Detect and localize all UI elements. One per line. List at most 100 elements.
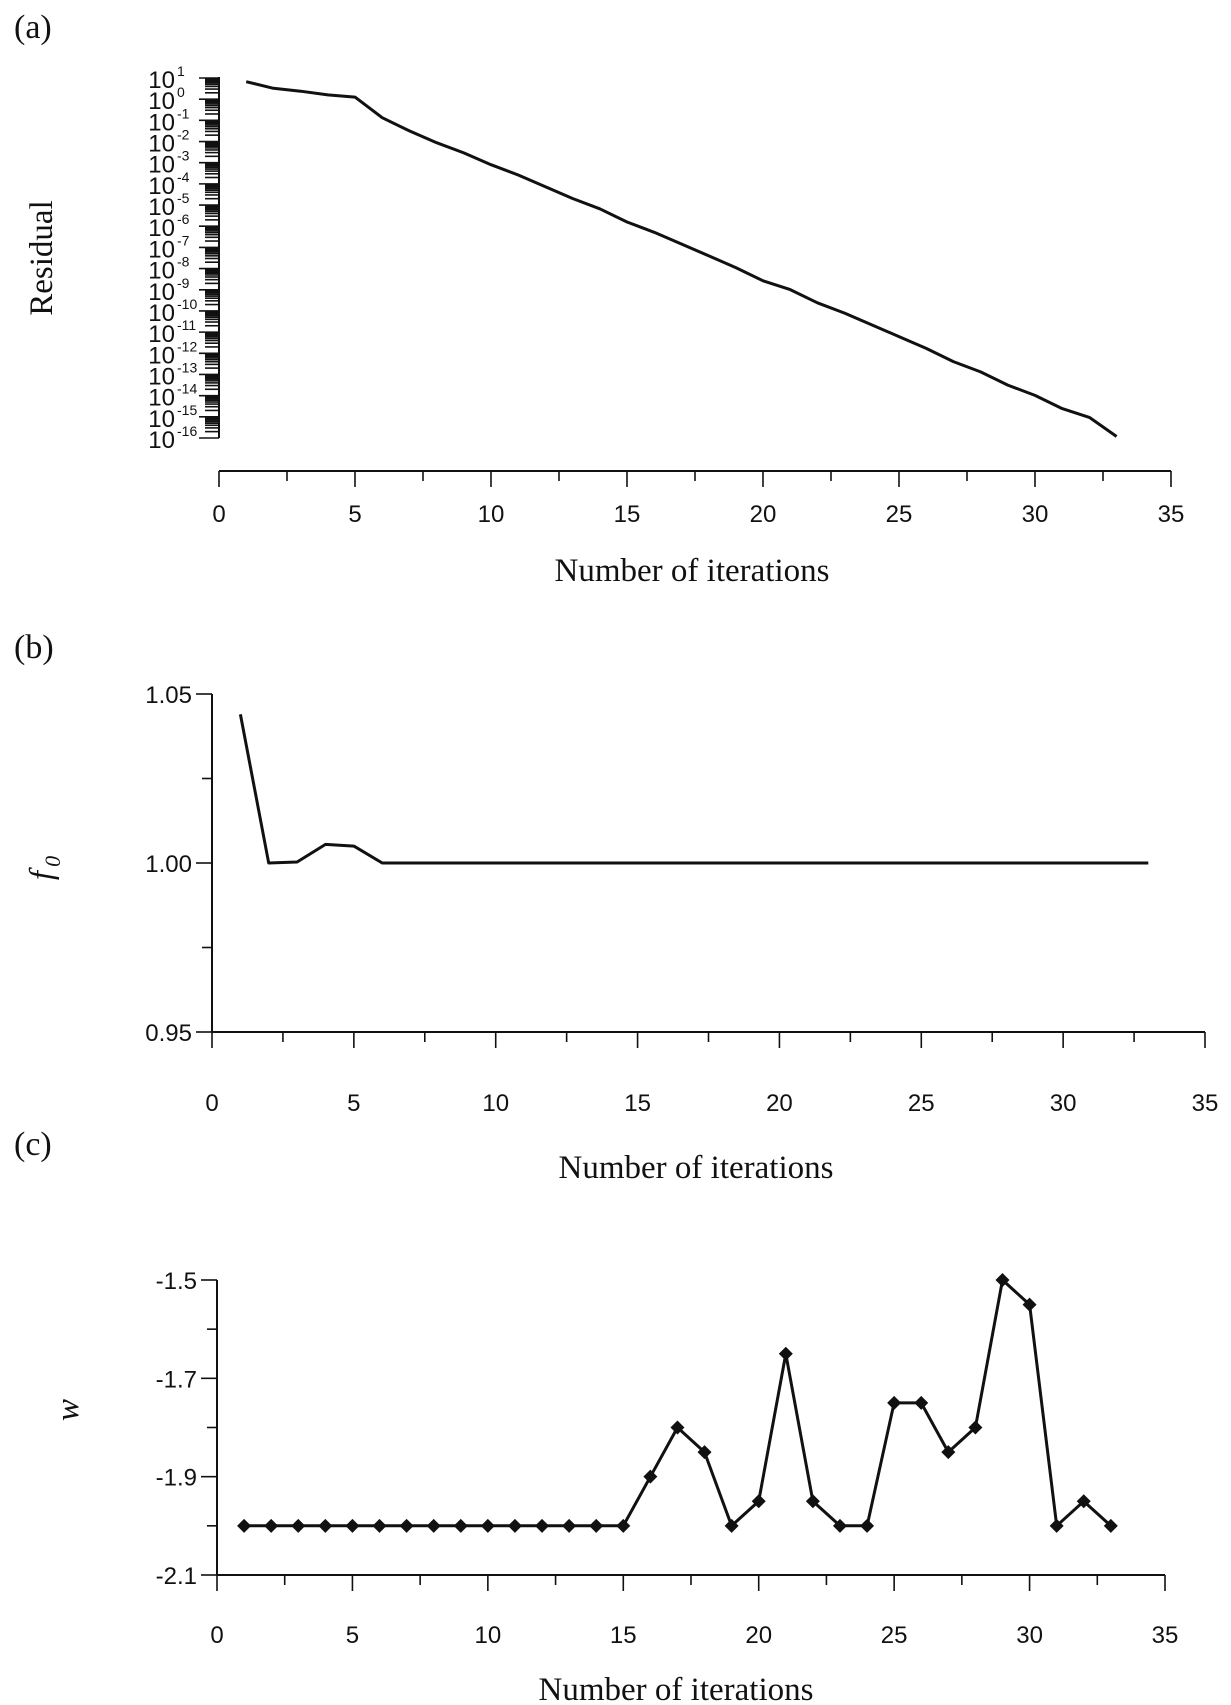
panel-a-axes	[218, 77, 1171, 472]
panel-a-label: (a)	[14, 9, 52, 46]
panel-a-residual-line	[245, 80, 1118, 438]
panel-c-x-tick-label: 15	[610, 1622, 637, 1649]
panel-c-diamond-marker	[860, 1518, 875, 1533]
panel-b-x-tick-label: 35	[1192, 1090, 1219, 1117]
panel-c-diamond-marker	[237, 1518, 252, 1533]
panel-a-y-tick-label: 10	[148, 342, 175, 369]
panel-c-diamond-marker	[832, 1518, 847, 1533]
panel-a-y-tick-base: 10	[148, 215, 175, 242]
panel-c-markers	[237, 1273, 1118, 1533]
panel-a-y-tick-label: 10	[148, 406, 175, 433]
panel-b-x-tick-label: 25	[908, 1090, 935, 1117]
panel-b-y-tick-label: 0.95	[145, 1020, 192, 1047]
panel-c-y-tick-label: -2.1	[156, 1563, 197, 1590]
panel-a-x-tick-label: 5	[348, 501, 361, 528]
panel-a-x-tick-label: 15	[614, 501, 641, 528]
panel-a-y-tick-base: 10	[148, 279, 175, 306]
panel-c-diamond-marker	[724, 1518, 739, 1533]
panel-c-diamond-marker	[941, 1445, 956, 1460]
panel-a-y-tick-label: 10	[148, 236, 175, 263]
panel-a-y-tick-exponent: -16	[177, 423, 197, 439]
panel-a-y-tick-label: 10	[148, 258, 175, 285]
panel-c-diamond-marker	[562, 1518, 577, 1533]
panel-c-diamond-marker	[426, 1518, 441, 1533]
panel-a-y-tick-base: 10	[148, 131, 175, 158]
panel-b-x-tick-label: 5	[347, 1090, 360, 1117]
panel-a-y-tick-base: 10	[148, 321, 175, 348]
panel-c-y-tick-label: -1.7	[156, 1366, 197, 1393]
panel-a-series	[245, 80, 1118, 438]
panel-a-y-tick-base: 10	[148, 258, 175, 285]
panel-c-y-axis-title: w	[50, 1399, 86, 1421]
panel-a-y-tick-label: 10	[148, 385, 175, 412]
panel-c-diamond-marker	[1049, 1518, 1064, 1533]
panel-c-diamond-marker	[1103, 1518, 1118, 1533]
panel-b-y-ticks: 0.95 1.00 1.05	[145, 682, 212, 1047]
panel-a-y-tick-base: 10	[148, 88, 175, 115]
panel-c-diamond-marker	[372, 1518, 387, 1533]
panel-c-diamond-marker	[616, 1518, 631, 1533]
panel-a-x-tick-label: 0	[212, 501, 225, 528]
panel-a-y-tick-exponent: -11	[177, 317, 196, 333]
panel-a-x-ticks: 0 5 10 15 20 25 30 35	[212, 471, 1184, 528]
panel-a-y-tick-label: 10	[148, 279, 175, 306]
panel-b-series	[238, 714, 1149, 865]
panel-c-diamond-marker	[318, 1518, 333, 1533]
panel-b-x-tick-label: 10	[482, 1090, 509, 1117]
panel-a-y-tick-label: 10	[148, 363, 175, 390]
panel-c-y-tick-label: -1.5	[156, 1268, 197, 1295]
panel-c-diamond-marker	[643, 1469, 658, 1484]
panel-c-diamond-marker	[589, 1518, 604, 1533]
panel-b-label: (b)	[14, 629, 54, 666]
panel-a-y-tick-base: 10	[148, 152, 175, 179]
panel-c-x-tick-label: 0	[210, 1622, 223, 1649]
panel-c-series	[244, 1278, 1112, 1528]
panel-a-y-tick-label: 10	[148, 321, 175, 348]
panel-a-x-tick-label: 30	[1022, 501, 1049, 528]
panel-a-y-tick-exponent: -9	[177, 275, 190, 291]
panel-c-x-tick-label: 30	[1016, 1622, 1043, 1649]
panel-c-axes	[216, 1280, 1165, 1576]
panel-c-diamond-marker	[399, 1518, 414, 1533]
panel-a-y-tick-exponent: -7	[177, 232, 190, 248]
panel-c-x-tick-label: 10	[475, 1622, 502, 1649]
panel-a-y-tick-label: 10	[148, 300, 175, 327]
panel-c-w-line	[244, 1278, 1112, 1528]
panel-b-f0-line	[238, 714, 1149, 865]
panel-a-y-tick-base: 10	[148, 67, 175, 94]
panel-a-y-tick-exponent: -8	[177, 254, 190, 270]
panel-c-x-axis-title: Number of iterations	[539, 1672, 814, 1705]
panel-c-x-ticks: 0 5 10 15 20 25 30 35	[210, 1575, 1178, 1649]
panel-a-x-tick-label: 35	[1158, 501, 1185, 528]
panel-a-y-tick-exponent: -10	[177, 296, 197, 312]
panel-c-x-tick-label: 5	[346, 1622, 359, 1649]
panel-a-y-tick-exponent: -4	[177, 169, 190, 185]
panel-b-y-tick-label: 1.00	[145, 851, 192, 878]
panel-c-y-ticks: -2.1 -1.9 -1.7 -1.5	[156, 1268, 217, 1590]
panel-a-y-tick-exponent: -12	[177, 338, 197, 354]
panel-c-diamond-marker	[1022, 1297, 1037, 1312]
panel-b-y-axis-title-main: f	[24, 867, 60, 880]
panel-a-y-tick-label: 10	[148, 215, 175, 242]
panel-c-diamond-marker	[968, 1420, 983, 1435]
panel-c-diamond-marker	[453, 1518, 468, 1533]
panel-a-y-tick-base: 10	[148, 173, 175, 200]
panel-c-y-tick-label: -1.9	[156, 1465, 197, 1492]
panel-b-y-axis-title-sub: 0	[40, 856, 65, 867]
panel-a-x-tick-label: 10	[478, 501, 505, 528]
panel-a-y-tick-base: 10	[148, 406, 175, 433]
panel-a-y-tick-label: 10	[148, 173, 175, 200]
panel-a-y-tick-base: 10	[148, 363, 175, 390]
panel-a-y-tick-exponent: -3	[177, 148, 190, 164]
panel-a-y-tick-exponent: -1	[177, 105, 190, 121]
panel-a-y-tick-base: 10	[148, 342, 175, 369]
panel-b-x-ticks: 0 5 10 15 20 25 30 35	[205, 1032, 1218, 1117]
panel-a-y-tick-label: 10	[148, 427, 175, 454]
panel-c-diamond-marker	[995, 1273, 1010, 1287]
panel-c-diamond-marker	[670, 1420, 685, 1435]
panel-a-y-tick-label: 10	[148, 109, 175, 136]
panel-c-x-tick-label: 20	[745, 1622, 772, 1649]
